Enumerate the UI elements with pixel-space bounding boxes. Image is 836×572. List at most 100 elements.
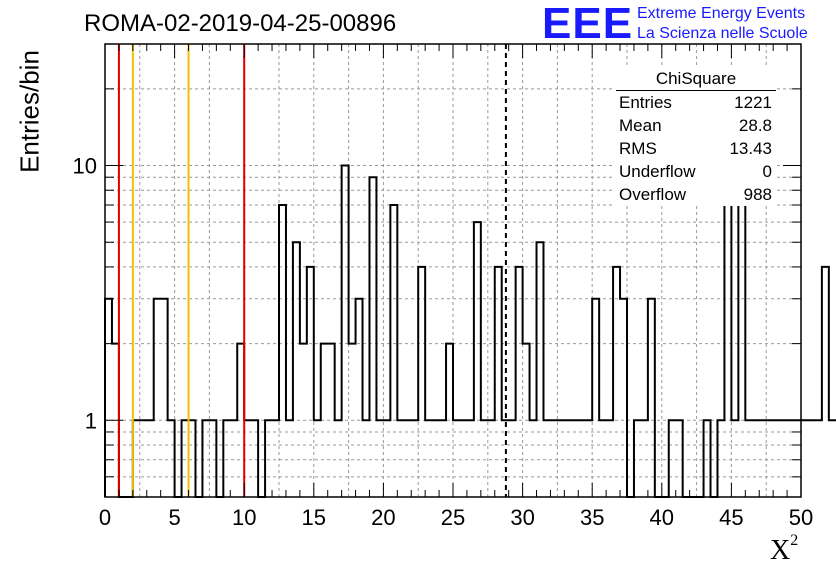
stats-title: ChiSquare bbox=[616, 68, 776, 91]
stats-value: 28.8 bbox=[738, 116, 772, 135]
histogram-bin bbox=[418, 267, 425, 497]
histogram-bin bbox=[822, 267, 829, 497]
histogram-bin bbox=[307, 267, 314, 497]
x-tick-label: 30 bbox=[510, 505, 534, 530]
histogram-bin bbox=[745, 420, 752, 497]
histogram-bin bbox=[752, 420, 759, 497]
histogram-bin bbox=[300, 344, 307, 497]
histogram-bin bbox=[523, 344, 530, 497]
x-axis-label: X2 bbox=[770, 531, 799, 566]
y-axis-label: Entries/bin bbox=[14, 50, 45, 173]
histogram-bin bbox=[641, 420, 648, 497]
histogram-bin bbox=[634, 420, 641, 497]
histogram-bin bbox=[223, 420, 230, 497]
histogram-bin bbox=[335, 420, 342, 497]
histogram-bin bbox=[230, 420, 237, 497]
histogram-bin bbox=[780, 420, 787, 497]
histogram-bin bbox=[286, 420, 293, 497]
histogram-bin bbox=[432, 420, 439, 497]
histogram-bin bbox=[237, 344, 244, 497]
histogram-bin bbox=[738, 205, 745, 497]
stats-label: Entries bbox=[619, 93, 672, 112]
histogram-bin bbox=[481, 420, 488, 497]
histogram-bin bbox=[342, 166, 349, 497]
histogram-bin bbox=[140, 420, 147, 497]
histogram-bin bbox=[105, 299, 112, 497]
histogram-bin bbox=[537, 242, 544, 497]
histogram-bin bbox=[669, 420, 676, 497]
histogram-bin bbox=[620, 299, 627, 497]
histogram-bin bbox=[599, 420, 606, 497]
histogram-bin bbox=[648, 299, 655, 497]
x-tick-label: 50 bbox=[789, 505, 813, 530]
stats-box: ChiSquare Entries 1221 Mean 28.8 RMS 13.… bbox=[612, 68, 776, 206]
stats-row-entries: Entries 1221 bbox=[612, 91, 776, 114]
stats-label: RMS bbox=[619, 139, 657, 158]
x-tick-label: 15 bbox=[302, 505, 326, 530]
x-tick-label: 5 bbox=[168, 505, 180, 530]
histogram-bin bbox=[383, 420, 390, 497]
y-tick-label: 1 bbox=[85, 408, 97, 433]
histogram-bin bbox=[606, 420, 613, 497]
stats-row-underflow: Underflow 0 bbox=[612, 160, 776, 183]
x-tick-label: 45 bbox=[719, 505, 743, 530]
histogram-bin bbox=[168, 420, 175, 497]
histogram-bin bbox=[557, 420, 564, 497]
histogram-bin bbox=[425, 420, 432, 497]
histogram-bin bbox=[829, 420, 836, 497]
x-tick-label: 0 bbox=[99, 505, 111, 530]
histogram-bin bbox=[411, 420, 418, 497]
histogram-bin bbox=[530, 420, 537, 497]
logo-line-1: Extreme Energy Events bbox=[637, 5, 806, 22]
histogram-bin bbox=[759, 420, 766, 497]
histogram-bin bbox=[766, 420, 773, 497]
histogram-bin bbox=[808, 420, 815, 497]
histogram-bin bbox=[460, 420, 467, 497]
histogram-bin bbox=[676, 420, 683, 497]
chart-title: ROMA-02-2019-04-25-00896 bbox=[84, 10, 397, 37]
stats-value: 1221 bbox=[734, 93, 772, 112]
logo-line-2: La Scienza nelle Scuole bbox=[637, 25, 808, 42]
histogram-bin bbox=[773, 420, 780, 497]
histogram-bin bbox=[717, 420, 724, 497]
stats-label: Mean bbox=[619, 116, 662, 135]
histogram-bin bbox=[265, 420, 272, 497]
x-tick-label: 20 bbox=[371, 505, 395, 530]
stats-row-rms: RMS 13.43 bbox=[612, 137, 776, 160]
histogram-bin bbox=[244, 420, 251, 497]
histogram-bin bbox=[543, 420, 550, 497]
histogram-bin bbox=[815, 420, 822, 497]
histogram-bin bbox=[363, 420, 370, 497]
histogram-bin bbox=[147, 420, 154, 497]
histogram-outline bbox=[104, 164, 836, 498]
histogram-bin bbox=[571, 420, 578, 497]
histogram-bin bbox=[390, 205, 397, 497]
stats-label: Underflow bbox=[619, 162, 696, 181]
histogram-bin bbox=[516, 267, 523, 497]
histogram-bin bbox=[293, 242, 300, 497]
stats-value: 988 bbox=[743, 185, 772, 204]
histogram-bin bbox=[189, 420, 196, 497]
histogram-bin bbox=[467, 420, 474, 497]
histogram-bin bbox=[474, 222, 481, 497]
histogram-bin bbox=[202, 420, 209, 497]
histogram-bin bbox=[592, 299, 599, 497]
histogram-bin bbox=[495, 267, 502, 497]
histogram-bin bbox=[439, 420, 446, 497]
histogram-bin bbox=[585, 420, 592, 497]
x-tick-label: 40 bbox=[650, 505, 674, 530]
histogram-bin bbox=[182, 420, 189, 497]
histogram-bin bbox=[133, 420, 140, 497]
histogram-bin bbox=[550, 420, 557, 497]
stats-value: 0 bbox=[762, 162, 772, 181]
histogram-bin bbox=[272, 420, 279, 497]
histogram-bin bbox=[488, 420, 495, 497]
histogram-bin bbox=[453, 420, 460, 497]
eee-logo-text: Extreme Energy Events La Scienza nelle S… bbox=[637, 4, 808, 44]
histogram-bin bbox=[209, 420, 216, 497]
histogram-bin bbox=[801, 420, 808, 497]
histogram-bin bbox=[376, 420, 383, 497]
histogram-bin bbox=[314, 420, 321, 497]
stats-row-overflow: Overflow 988 bbox=[612, 183, 776, 206]
histogram-bin bbox=[161, 299, 168, 497]
